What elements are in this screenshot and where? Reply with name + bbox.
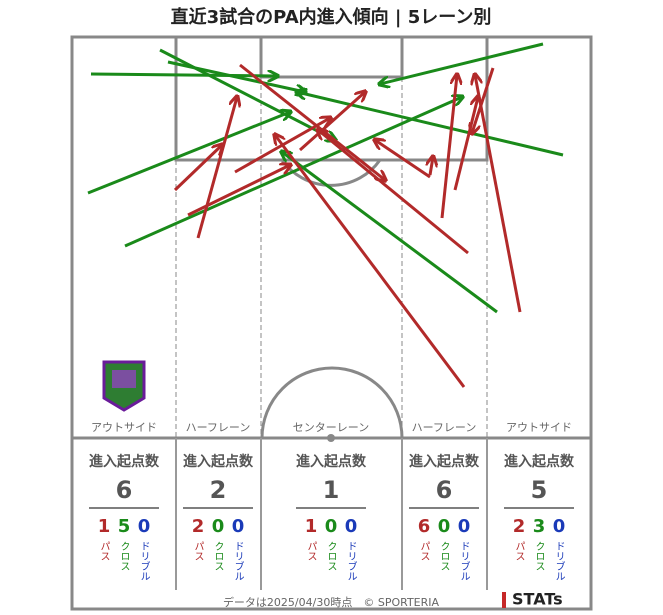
count-value: 0	[232, 516, 245, 537]
count-label: ドリブル	[458, 541, 470, 581]
lane-total: 1	[323, 476, 340, 504]
count-label: クロス	[533, 541, 544, 571]
count-label: ドリブル	[345, 541, 357, 581]
count-value: 1	[98, 516, 111, 537]
lane-name: アウトサイド	[91, 421, 157, 434]
count-label: ドリブル	[553, 541, 565, 581]
lane-heading: 進入起点数	[89, 453, 160, 470]
count-value: 2	[513, 516, 526, 537]
count-value: 0	[138, 516, 151, 537]
count-label: パス	[513, 541, 525, 561]
center-spot	[327, 434, 335, 442]
lane-total: 5	[531, 476, 548, 504]
count-value: 0	[553, 516, 566, 537]
count-value: 0	[438, 516, 451, 537]
lane-total: 6	[436, 476, 453, 504]
count-value: 0	[345, 516, 358, 537]
lane-name: アウトサイド	[506, 421, 572, 434]
brand-mark	[502, 592, 506, 608]
panel-dividers	[175, 438, 488, 590]
lane-name: ハーフレーン	[412, 421, 477, 434]
count-value: 6	[418, 516, 431, 537]
lane-name: センターレーン	[293, 421, 369, 434]
lane-total: 6	[116, 476, 133, 504]
lane-dividers	[175, 77, 488, 438]
count-label: クロス	[212, 541, 223, 571]
count-label: クロス	[118, 541, 129, 571]
count-value: 1	[305, 516, 318, 537]
logo	[102, 360, 146, 412]
count-value: 2	[192, 516, 205, 537]
count-value: 0	[458, 516, 471, 537]
count-label: クロス	[438, 541, 449, 571]
count-label: パス	[418, 541, 430, 561]
title: 直近3試合のPA内進入傾向 | 5レーン別	[171, 6, 492, 28]
count-label: パス	[192, 541, 204, 561]
footer: データは2025/04/30時点 © SPORTERIA	[223, 595, 440, 609]
count-label: パス	[98, 541, 110, 561]
count-label: クロス	[325, 541, 336, 571]
lane-name: ハーフレーン	[186, 421, 251, 434]
count-label: パス	[305, 541, 317, 561]
lane-heading: 進入起点数	[296, 453, 367, 470]
count-label: ドリブル	[232, 541, 244, 581]
count-value: 0	[212, 516, 225, 537]
cross-arrows	[87, 42, 564, 314]
count-value: 5	[118, 516, 131, 537]
lane-heading: 進入起点数	[409, 453, 480, 470]
lane-stats: アウトサイド進入起点数61パス5クロス0ドリブルハーフレーン進入起点数22パス0…	[89, 421, 575, 581]
count-label: ドリブル	[138, 541, 150, 581]
count-value: 3	[533, 516, 546, 537]
pass-arrows	[173, 63, 522, 388]
lane-heading: 進入起点数	[504, 453, 575, 470]
lane-total: 2	[210, 476, 227, 504]
lane-heading: 進入起点数	[183, 453, 254, 470]
brand: STATs	[512, 590, 563, 609]
count-value: 0	[325, 516, 338, 537]
